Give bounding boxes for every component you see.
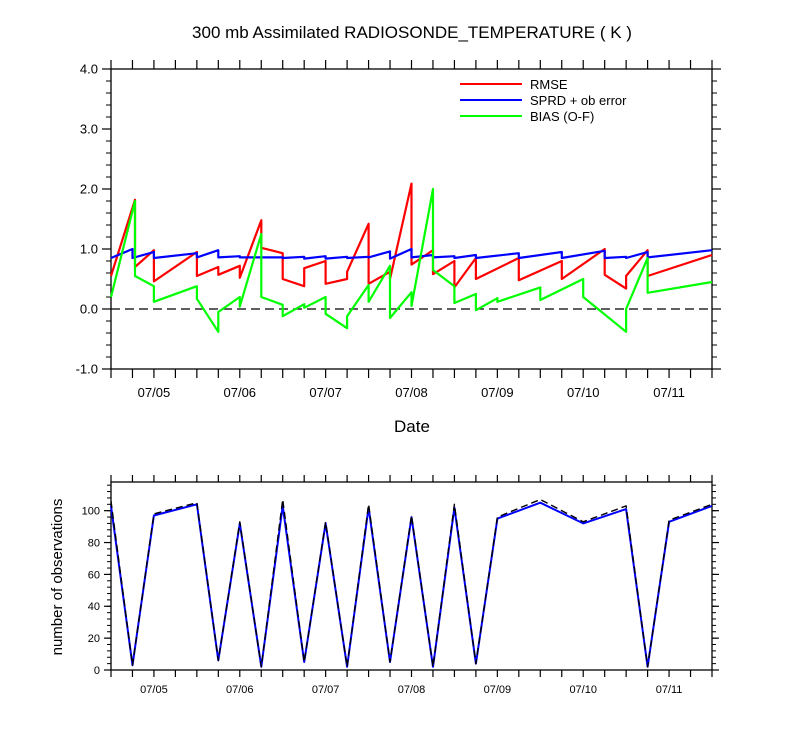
y-tick-label: 20 [88,633,100,645]
series-line-sprd-ob-error [110,247,713,260]
x-tick-label: 07/05 [140,684,168,696]
series-line-rmse [109,182,713,290]
legend-label: BIAS (O-F) [530,109,594,124]
y-tick-label: 3.0 [80,122,98,137]
x-tick-label: 07/07 [309,385,342,400]
x-tick-label: 07/10 [569,684,597,696]
bottom-panel: 0 20 40 60 80 100 07/05 07/06 07/07 07/08 07/09 07/… [82,475,719,696]
x-tick-label: 07/06 [226,684,254,696]
legend-label: SPRD + ob error [530,93,627,108]
y-tick-label: 80 [88,538,100,550]
series-line-assimilated [110,501,713,668]
y-tick-label: 2.0 [80,182,98,197]
x-axis-label: Date [394,417,430,436]
series-line-possible [110,498,713,668]
x-tick-label: 07/11 [653,385,685,400]
chart-title: 300 mb Assimilated RADIOSONDE_TEMPERATUR… [192,23,632,42]
series-line-bias-o-f [109,187,713,333]
x-tick-label: 07/08 [395,385,428,400]
top-panel: -1.0 0.0 1.0 2.0 3.0 4.0 07/05 07/06 07/07 07/08 0… [76,60,721,400]
y-tick-label: 4.0 [80,62,98,77]
x-tick-label: 07/09 [484,684,512,696]
x-tick-label: 07/09 [481,385,514,400]
x-tick-label: 07/08 [398,684,426,696]
x-tick-label: 07/05 [138,385,171,400]
legend-label: RMSE [530,77,568,92]
y-tick-label: -1.0 [76,362,98,377]
y-tick-label: 60 [88,569,100,581]
y-tick-label: 40 [88,601,100,613]
y-tick-label: 1.0 [80,242,98,257]
x-tick-label: 07/10 [567,385,600,400]
y-tick-label: 0.0 [80,302,98,317]
x-tick-label: 07/07 [312,684,340,696]
y-axis-label-observations: number of observations [49,499,66,656]
y-tick-label: 100 [82,506,100,518]
y-tick-label: 0 [94,665,100,677]
x-tick-label: 07/06 [224,385,257,400]
x-tick-label: 07/11 [656,684,683,696]
